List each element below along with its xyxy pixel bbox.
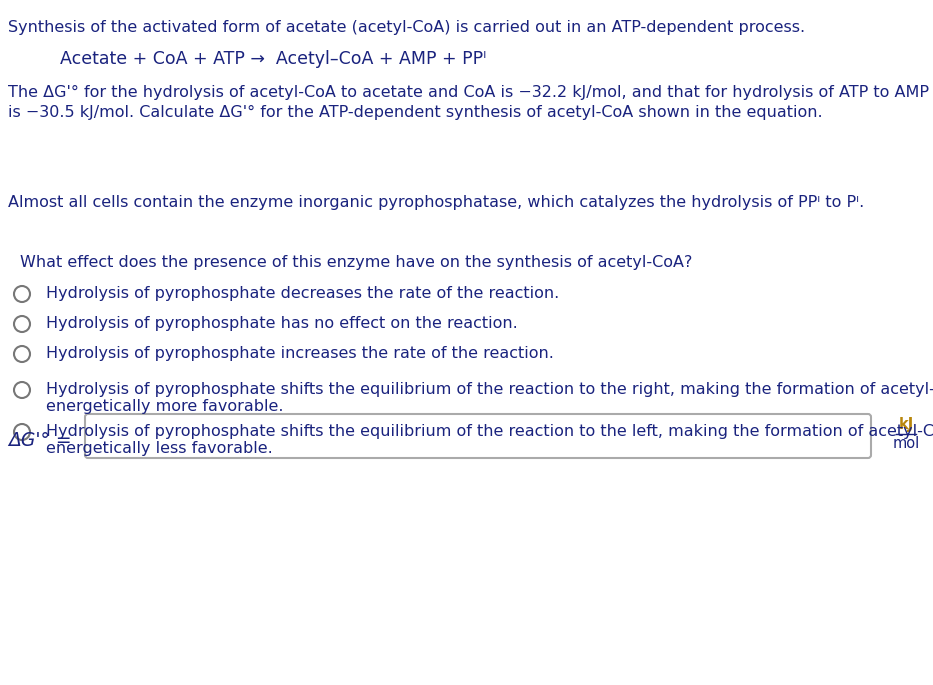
Text: ΔG'° =: ΔG'° = <box>8 432 72 451</box>
Text: mol: mol <box>892 436 920 451</box>
Text: is −30.5 kJ/mol. Calculate ΔG'° for the ATP-dependent synthesis of acetyl-CoA sh: is −30.5 kJ/mol. Calculate ΔG'° for the … <box>8 105 823 120</box>
Text: Acetate + CoA + ATP →  Acetyl–CoA + AMP + PPᴵ: Acetate + CoA + ATP → Acetyl–CoA + AMP +… <box>60 50 486 68</box>
Text: energetically more favorable.: energetically more favorable. <box>46 399 284 414</box>
Text: kJ: kJ <box>898 417 913 432</box>
Text: Hydrolysis of pyrophosphate shifts the equilibrium of the reaction to the left, : Hydrolysis of pyrophosphate shifts the e… <box>46 424 933 439</box>
FancyBboxPatch shape <box>85 414 871 458</box>
Text: energetically less favorable.: energetically less favorable. <box>46 441 272 456</box>
Text: Hydrolysis of pyrophosphate has no effect on the reaction.: Hydrolysis of pyrophosphate has no effec… <box>46 316 518 331</box>
Text: Synthesis of the activated form of acetate (acetyl-CoA) is carried out in an ATP: Synthesis of the activated form of aceta… <box>8 20 805 35</box>
Text: Hydrolysis of pyrophosphate increases the rate of the reaction.: Hydrolysis of pyrophosphate increases th… <box>46 346 554 361</box>
Text: Hydrolysis of pyrophosphate decreases the rate of the reaction.: Hydrolysis of pyrophosphate decreases th… <box>46 286 559 301</box>
Text: Almost all cells contain the enzyme inorganic pyrophosphatase, which catalyzes t: Almost all cells contain the enzyme inor… <box>8 195 864 210</box>
Text: Hydrolysis of pyrophosphate shifts the equilibrium of the reaction to the right,: Hydrolysis of pyrophosphate shifts the e… <box>46 382 933 397</box>
Text: What effect does the presence of this enzyme have on the synthesis of acetyl-CoA: What effect does the presence of this en… <box>20 255 692 270</box>
Text: The ΔG'° for the hydrolysis of acetyl-CoA to acetate and CoA is −32.2 kJ/mol, an: The ΔG'° for the hydrolysis of acetyl-Co… <box>8 85 933 100</box>
